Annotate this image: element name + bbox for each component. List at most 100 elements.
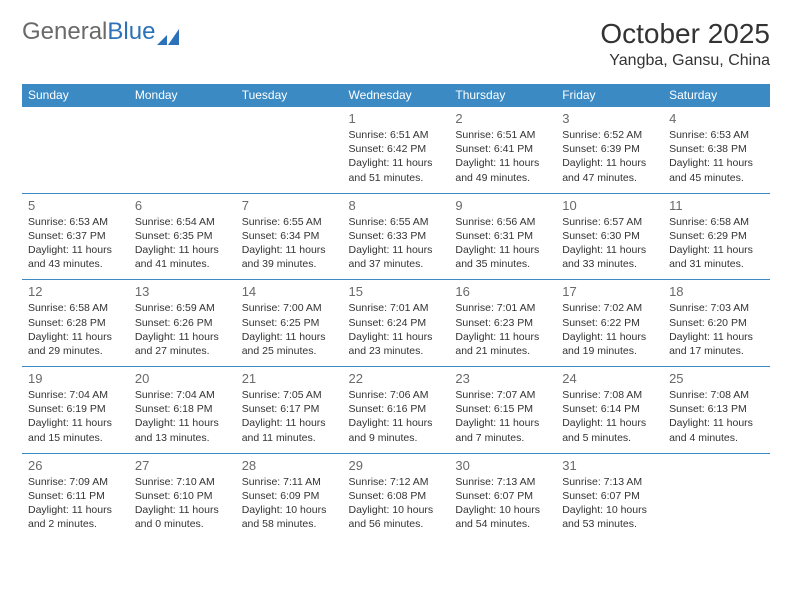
day-number: 8 — [349, 198, 444, 213]
day-text: Sunrise: 7:00 AMSunset: 6:25 PMDaylight:… — [242, 301, 337, 358]
day-text-line: Sunset: 6:39 PM — [562, 142, 657, 156]
day-text: Sunrise: 6:53 AMSunset: 6:37 PMDaylight:… — [28, 215, 123, 272]
day-text-line: and 41 minutes. — [135, 257, 230, 271]
day-text-line: Sunrise: 7:01 AM — [349, 301, 444, 315]
day-text-line: and 49 minutes. — [455, 171, 550, 185]
day-text-line: Daylight: 11 hours — [135, 243, 230, 257]
day-text-line: Sunrise: 7:04 AM — [135, 388, 230, 402]
day-header: Friday — [556, 84, 663, 107]
day-text-line: Daylight: 11 hours — [242, 330, 337, 344]
day-text-line: Sunset: 6:37 PM — [28, 229, 123, 243]
day-text-line: and 11 minutes. — [242, 431, 337, 445]
day-text-line: Daylight: 10 hours — [349, 503, 444, 517]
calendar-cell — [663, 453, 770, 539]
calendar-cell: 3Sunrise: 6:52 AMSunset: 6:39 PMDaylight… — [556, 107, 663, 194]
calendar-row: 5 Sunrise: 6:53 AMSunset: 6:37 PMDaylight… — [22, 193, 770, 280]
calendar-cell: 5 Sunrise: 6:53 AMSunset: 6:37 PMDaylight… — [22, 193, 129, 280]
logo-text-gray: General — [22, 18, 107, 46]
day-text-line: Sunrise: 6:53 AM — [669, 128, 764, 142]
day-number: 25 — [669, 371, 764, 386]
day-text-line: Sunrise: 6:58 AM — [28, 301, 123, 315]
day-text: Sunrise: 7:04 AMSunset: 6:18 PMDaylight:… — [135, 388, 230, 445]
calendar-cell: 24Sunrise: 7:08 AMSunset: 6:14 PMDayligh… — [556, 367, 663, 454]
day-text: Sunrise: 7:06 AMSunset: 6:16 PMDaylight:… — [349, 388, 444, 445]
day-text-line: Sunrise: 7:10 AM — [135, 475, 230, 489]
calendar-cell: 4Sunrise: 6:53 AMSunset: 6:38 PMDaylight… — [663, 107, 770, 194]
calendar-cell — [22, 107, 129, 194]
day-text-line: Sunrise: 7:04 AM — [28, 388, 123, 402]
day-text-line: and 56 minutes. — [349, 517, 444, 531]
day-text-line: Daylight: 10 hours — [562, 503, 657, 517]
day-number: 20 — [135, 371, 230, 386]
day-text-line: Sunrise: 7:08 AM — [669, 388, 764, 402]
day-number: 1 — [349, 111, 444, 126]
day-text-line: Daylight: 11 hours — [562, 330, 657, 344]
calendar-cell: 22 Sunrise: 7:06 AMSunset: 6:16 PMDayligh… — [343, 367, 450, 454]
calendar-cell: 15Sunrise: 7:01 AMSunset: 6:24 PMDayligh… — [343, 280, 450, 367]
calendar-cell: 6Sunrise: 6:54 AMSunset: 6:35 PMDaylight… — [129, 193, 236, 280]
day-text: Sunrise: 7:07 AMSunset: 6:15 PMDaylight:… — [455, 388, 550, 445]
day-number: 27 — [135, 458, 230, 473]
calendar-cell: 23Sunrise: 7:07 AMSunset: 6:15 PMDayligh… — [449, 367, 556, 454]
calendar-body: 1Sunrise: 6:51 AMSunset: 6:42 PMDaylight… — [22, 107, 770, 540]
day-text-line: Daylight: 11 hours — [28, 503, 123, 517]
day-number: 12 — [28, 284, 123, 299]
day-text-line: Sunset: 6:25 PM — [242, 316, 337, 330]
calendar-cell: 20 Sunrise: 7:04 AMSunset: 6:18 PMDayligh… — [129, 367, 236, 454]
day-number: 6 — [135, 198, 230, 213]
day-text-line: Sunset: 6:09 PM — [242, 489, 337, 503]
day-text-line: Sunrise: 6:52 AM — [562, 128, 657, 142]
day-text-line: Sunset: 6:30 PM — [562, 229, 657, 243]
day-text-line: Sunrise: 6:55 AM — [242, 215, 337, 229]
calendar-row: 12Sunrise: 6:58 AMSunset: 6:28 PMDayligh… — [22, 280, 770, 367]
day-text-line: Sunrise: 7:01 AM — [455, 301, 550, 315]
calendar-cell: 29Sunrise: 7:12 AMSunset: 6:08 PMDayligh… — [343, 453, 450, 539]
day-text-line: Sunrise: 6:55 AM — [349, 215, 444, 229]
day-number: 22 — [349, 371, 444, 386]
day-text-line: Sunrise: 6:58 AM — [669, 215, 764, 229]
header: GeneralBlue October 2025 Yangba, Gansu, … — [22, 18, 770, 70]
day-text: Sunrise: 6:56 AMSunset: 6:31 PMDaylight:… — [455, 215, 550, 272]
day-text-line: and 27 minutes. — [135, 344, 230, 358]
day-header: Tuesday — [236, 84, 343, 107]
day-text-line: Daylight: 11 hours — [135, 503, 230, 517]
calendar-cell: 9 Sunrise: 6:56 AMSunset: 6:31 PMDaylight… — [449, 193, 556, 280]
calendar-row: 1Sunrise: 6:51 AMSunset: 6:42 PMDaylight… — [22, 107, 770, 194]
location: Yangba, Gansu, China — [600, 52, 770, 70]
day-text-line: Sunrise: 6:54 AM — [135, 215, 230, 229]
day-number: 30 — [455, 458, 550, 473]
day-text-line: Sunset: 6:16 PM — [349, 402, 444, 416]
day-text-line: Daylight: 11 hours — [135, 330, 230, 344]
calendar-cell: 27Sunrise: 7:10 AMSunset: 6:10 PMDayligh… — [129, 453, 236, 539]
day-text-line: and 35 minutes. — [455, 257, 550, 271]
day-text-line: Daylight: 11 hours — [242, 243, 337, 257]
day-header: Thursday — [449, 84, 556, 107]
day-text-line: Daylight: 11 hours — [562, 243, 657, 257]
day-text: Sunrise: 7:02 AMSunset: 6:22 PMDaylight:… — [562, 301, 657, 358]
calendar-cell: 7Sunrise: 6:55 AMSunset: 6:34 PMDaylight… — [236, 193, 343, 280]
day-text: Sunrise: 6:57 AMSunset: 6:30 PMDaylight:… — [562, 215, 657, 272]
day-number: 9 — [455, 198, 550, 213]
day-text-line: Sunrise: 7:12 AM — [349, 475, 444, 489]
day-text-line: and 15 minutes. — [28, 431, 123, 445]
day-text-line: Sunrise: 7:13 AM — [562, 475, 657, 489]
day-text-line: Daylight: 11 hours — [562, 416, 657, 430]
day-text-line: and 43 minutes. — [28, 257, 123, 271]
day-text-line: Sunset: 6:42 PM — [349, 142, 444, 156]
day-text-line: and 53 minutes. — [562, 517, 657, 531]
day-number: 31 — [562, 458, 657, 473]
day-number: 14 — [242, 284, 337, 299]
day-text: Sunrise: 7:03 AMSunset: 6:20 PMDaylight:… — [669, 301, 764, 358]
day-number: 5 — [28, 198, 123, 213]
day-text-line: Sunset: 6:07 PM — [562, 489, 657, 503]
calendar-table: Sunday Monday Tuesday Wednesday Thursday… — [22, 84, 770, 539]
calendar-cell: 11Sunrise: 6:58 AMSunset: 6:29 PMDayligh… — [663, 193, 770, 280]
day-number: 26 — [28, 458, 123, 473]
day-text-line: and 54 minutes. — [455, 517, 550, 531]
calendar-cell: 10Sunrise: 6:57 AMSunset: 6:30 PMDayligh… — [556, 193, 663, 280]
day-text: Sunrise: 7:08 AMSunset: 6:13 PMDaylight:… — [669, 388, 764, 445]
calendar-cell — [236, 107, 343, 194]
day-text: Sunrise: 7:01 AMSunset: 6:23 PMDaylight:… — [455, 301, 550, 358]
day-text-line: Sunset: 6:24 PM — [349, 316, 444, 330]
day-text: Sunrise: 6:53 AMSunset: 6:38 PMDaylight:… — [669, 128, 764, 185]
